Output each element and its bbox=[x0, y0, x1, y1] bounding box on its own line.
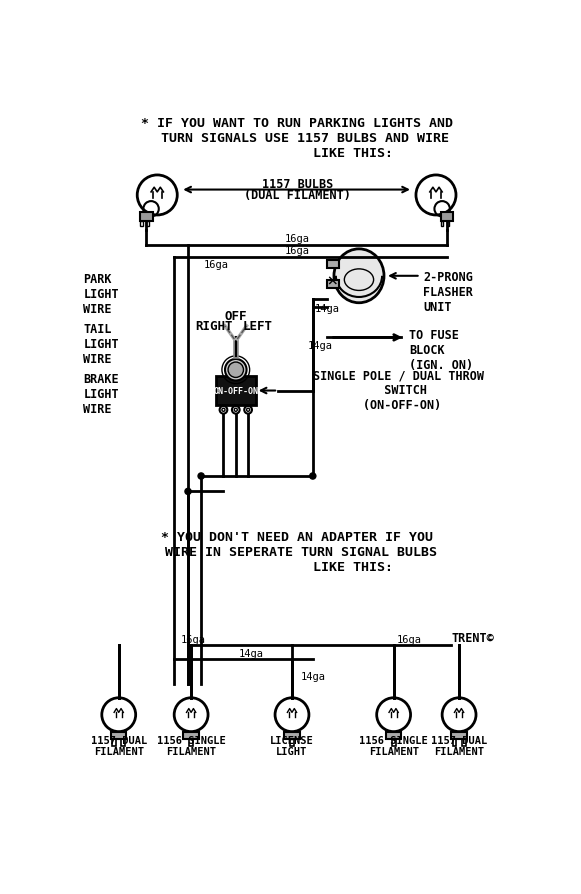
Text: * YOU DON'T NEED AN ADAPTER IF YOU
 WIRE IN SEPERATE TURN SIGNAL BULBS
         : * YOU DON'T NEED AN ADAPTER IF YOU WIRE … bbox=[157, 530, 437, 573]
Bar bbox=[392, 739, 396, 746]
Text: LEFT: LEFT bbox=[242, 320, 272, 333]
Bar bbox=[290, 739, 294, 746]
Ellipse shape bbox=[334, 249, 384, 303]
Text: 1157 DUAL
FILAMENT: 1157 DUAL FILAMENT bbox=[431, 735, 487, 756]
Bar bbox=[216, 376, 256, 406]
Text: OFF: OFF bbox=[224, 310, 247, 323]
Text: SINGLE POLE / DUAL THROW
          SWITCH
       (ON-OFF-ON): SINGLE POLE / DUAL THROW SWITCH (ON-OFF-… bbox=[313, 369, 484, 412]
Bar bbox=[140, 222, 142, 226]
Bar bbox=[447, 222, 449, 226]
Text: RIGHT: RIGHT bbox=[195, 320, 233, 333]
Text: 16ga: 16ga bbox=[181, 634, 206, 645]
Circle shape bbox=[198, 474, 204, 479]
Text: 1156 SINGLE
FILAMENT: 1156 SINGLE FILAMENT bbox=[359, 735, 428, 756]
Text: LICENSE
LIGHT: LICENSE LIGHT bbox=[270, 735, 314, 756]
Bar bbox=[112, 739, 116, 746]
Text: BRAKE
LIGHT
WIRE: BRAKE LIGHT WIRE bbox=[83, 373, 119, 416]
Text: 1156 SINGLE
FILAMENT: 1156 SINGLE FILAMENT bbox=[157, 735, 225, 756]
Text: 16ga: 16ga bbox=[285, 233, 310, 243]
Bar bbox=[284, 732, 300, 739]
Text: 1157 DUAL
FILAMENT: 1157 DUAL FILAMENT bbox=[91, 735, 147, 756]
Bar bbox=[111, 732, 127, 739]
Bar bbox=[121, 739, 125, 746]
Text: TO FUSE
BLOCK
(IGN. ON): TO FUSE BLOCK (IGN. ON) bbox=[409, 329, 473, 372]
Bar bbox=[327, 281, 339, 289]
Text: 16ga: 16ga bbox=[285, 246, 310, 256]
Text: 14ga: 14ga bbox=[300, 671, 325, 681]
Text: ON-OFF-ON: ON-OFF-ON bbox=[213, 386, 259, 395]
Text: 14ga: 14ga bbox=[239, 648, 264, 658]
Bar bbox=[440, 222, 443, 226]
Bar bbox=[440, 213, 453, 222]
Bar bbox=[184, 732, 199, 739]
Text: 14ga: 14ga bbox=[314, 303, 339, 314]
Text: (DUAL FILAMENT): (DUAL FILAMENT) bbox=[244, 190, 351, 202]
Bar bbox=[140, 213, 153, 222]
Text: TRENT©: TRENT© bbox=[451, 631, 494, 645]
Text: * IF YOU WANT TO RUN PARKING LIGHTS AND
  TURN SIGNALS USE 1157 BULBS AND WIRE
 : * IF YOU WANT TO RUN PARKING LIGHTS AND … bbox=[141, 116, 453, 159]
Text: PARK
LIGHT
WIRE: PARK LIGHT WIRE bbox=[83, 273, 119, 316]
Circle shape bbox=[310, 474, 316, 479]
Bar bbox=[453, 739, 457, 746]
Text: 16ga: 16ga bbox=[203, 260, 228, 270]
Circle shape bbox=[228, 363, 243, 378]
Text: 1157 BULBS: 1157 BULBS bbox=[262, 178, 333, 190]
Bar bbox=[189, 739, 193, 746]
Circle shape bbox=[225, 359, 246, 381]
Bar bbox=[327, 261, 339, 269]
Text: TAIL
LIGHT
WIRE: TAIL LIGHT WIRE bbox=[83, 323, 119, 366]
Bar bbox=[462, 739, 465, 746]
Text: 2-PRONG
FLASHER
UNIT: 2-PRONG FLASHER UNIT bbox=[423, 270, 473, 313]
Bar bbox=[146, 222, 149, 226]
Text: 16ga: 16ga bbox=[396, 634, 422, 645]
Bar bbox=[451, 732, 467, 739]
Text: 14ga: 14ga bbox=[308, 341, 333, 350]
Circle shape bbox=[185, 489, 191, 495]
Bar bbox=[386, 732, 401, 739]
